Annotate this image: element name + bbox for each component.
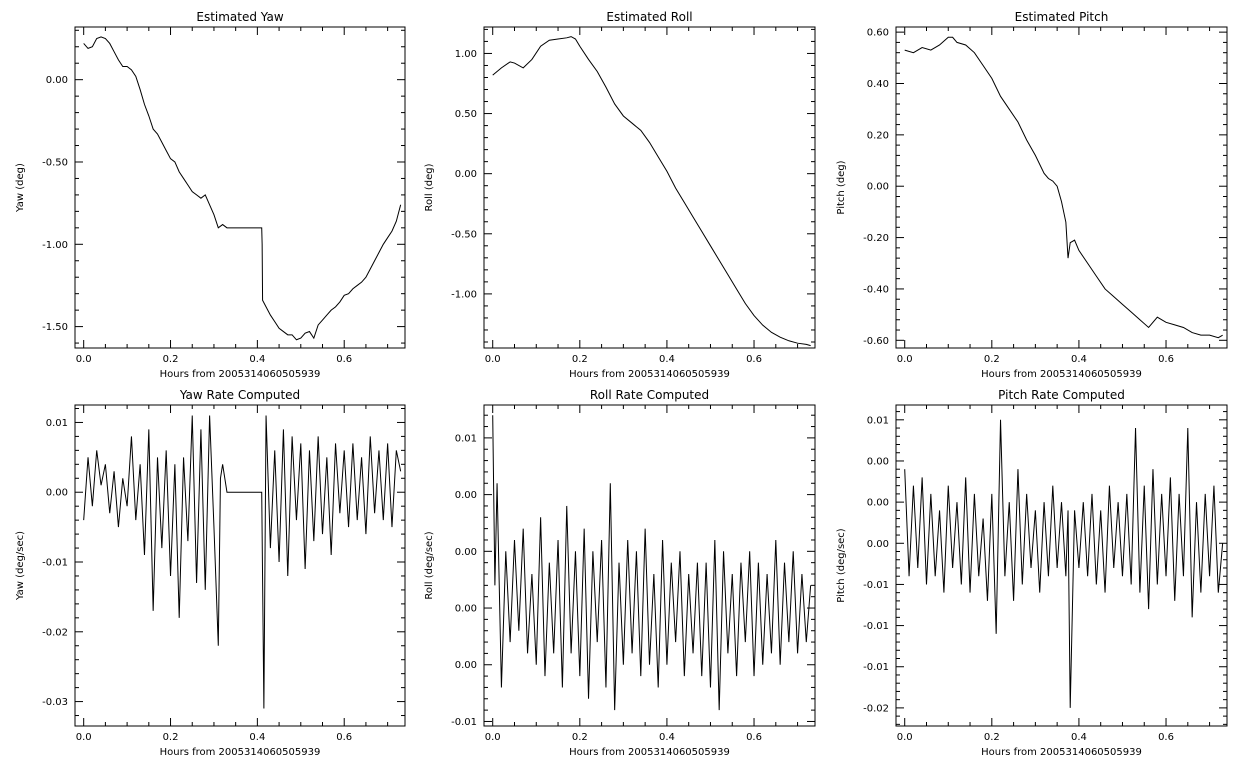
chart-panel-2: Estimated Roll Hours from 200531406050593… — [424, 10, 816, 380]
x-tick-label: 0.2 — [984, 732, 1000, 743]
x-tick-label: 0.6 — [1158, 732, 1174, 743]
chart-panel-3: Estimated Pitch Hours from 20053140605059… — [836, 10, 1228, 380]
y-tick-label: 0.00 — [455, 490, 477, 501]
y-tick-label: 0.01 — [455, 433, 477, 444]
x-tick-label: 0.6 — [336, 732, 352, 743]
y-axis-label: Roll (deg/sec) — [424, 531, 435, 599]
x-tick-label: 0.6 — [746, 732, 762, 743]
chart-title: Estimated Roll — [606, 10, 692, 24]
y-tick-label: -0.01 — [451, 717, 477, 728]
chart-panel-1: Estimated Yaw Hours from 2005314060505939… — [15, 10, 406, 380]
x-tick-label: 0.2 — [572, 354, 588, 365]
x-tick-label: 0.4 — [249, 732, 265, 743]
x-tick-label: 0.0 — [76, 354, 92, 365]
y-tick-label: -0.01 — [42, 558, 68, 569]
y-tick-label: 0.00 — [46, 75, 68, 86]
plot-frame — [895, 404, 1228, 727]
y-tick-label: 0.00 — [455, 547, 477, 558]
x-tick-label: 0.2 — [572, 732, 588, 743]
x-axis-label: Hours from 2005314060505939 — [160, 747, 321, 758]
y-axis-label: Pitch (deg/sec) — [836, 528, 847, 603]
chart-title: Estimated Yaw — [196, 10, 283, 24]
y-tick-label: -0.50 — [451, 229, 477, 240]
chart-title: Roll Rate Computed — [590, 388, 709, 402]
x-tick-label: 0.2 — [984, 354, 1000, 365]
chart-title: Estimated Pitch — [1015, 10, 1109, 24]
y-tick-label: -0.03 — [42, 697, 68, 708]
chart-panel-6: Pitch Rate Computed Hours from 2005314060… — [836, 388, 1228, 758]
y-tick-label: -0.01 — [863, 580, 889, 591]
x-tick-label: 0.4 — [1071, 732, 1087, 743]
x-tick-label: 0.4 — [659, 354, 675, 365]
series-line — [904, 36, 1223, 339]
y-tick-label: 0.00 — [867, 498, 889, 509]
x-tick-label: 0.6 — [746, 354, 762, 365]
y-tick-label: -0.20 — [863, 233, 889, 244]
y-tick-label: 1.00 — [455, 49, 477, 60]
plot-frame — [895, 26, 1228, 349]
x-tick-label: 0.4 — [659, 732, 675, 743]
y-tick-label: -0.02 — [42, 627, 68, 638]
chart-panel-5: Roll Rate Computed Hours from 20053140605… — [424, 388, 816, 758]
y-tick-label: -0.01 — [863, 621, 889, 632]
y-tick-label: 0.60 — [867, 28, 889, 39]
y-tick-label: -0.40 — [863, 284, 889, 295]
plot-frame — [483, 26, 816, 349]
chart-title: Yaw Rate Computed — [179, 388, 300, 402]
plot-frame — [74, 404, 406, 727]
x-tick-label: 0.2 — [163, 732, 179, 743]
y-tick-label: -0.02 — [863, 703, 889, 714]
y-tick-label: 0.00 — [455, 660, 477, 671]
x-axis-label: Hours from 2005314060505939 — [160, 369, 321, 380]
x-tick-label: 0.6 — [1158, 354, 1174, 365]
x-tick-label: 0.6 — [336, 354, 352, 365]
x-tick-label: 0.2 — [163, 354, 179, 365]
plot-frame — [483, 404, 816, 727]
y-tick-label: -1.00 — [42, 240, 68, 251]
y-tick-label: -0.01 — [863, 662, 889, 673]
x-axis-label: Hours from 2005314060505939 — [569, 747, 730, 758]
series-line — [492, 415, 812, 711]
y-tick-label: 0.00 — [46, 488, 68, 499]
plot-frame — [74, 26, 406, 349]
y-axis-label: Yaw (deg/sec) — [15, 531, 26, 601]
y-tick-label: -0.50 — [42, 157, 68, 168]
x-tick-label: 0.4 — [249, 354, 265, 365]
chart-title: Pitch Rate Computed — [998, 388, 1125, 402]
y-tick-label: 0.20 — [867, 130, 889, 141]
y-tick-label: 0.00 — [455, 604, 477, 615]
y-tick-label: -1.00 — [451, 289, 477, 300]
y-tick-label: -0.60 — [863, 336, 889, 347]
x-axis-label: Hours from 2005314060505939 — [981, 747, 1142, 758]
y-tick-label: 0.50 — [455, 109, 477, 120]
x-tick-label: 0.4 — [1071, 354, 1087, 365]
x-tick-label: 0.0 — [897, 354, 913, 365]
y-tick-label: -1.50 — [42, 322, 68, 333]
y-tick-label: 0.00 — [455, 169, 477, 180]
x-tick-label: 0.0 — [76, 732, 92, 743]
x-axis-label: Hours from 2005314060505939 — [569, 369, 730, 380]
chart-panel-4: Yaw Rate Computed Hours from 200531406050… — [15, 388, 406, 758]
series-line — [83, 36, 402, 341]
y-tick-label: 0.00 — [867, 456, 889, 467]
x-tick-label: 0.0 — [485, 732, 501, 743]
series-line — [904, 419, 1224, 708]
y-tick-label: 0.00 — [867, 539, 889, 550]
y-tick-label: 0.01 — [867, 415, 889, 426]
y-axis-label: Pitch (deg) — [836, 160, 847, 214]
x-tick-label: 0.0 — [485, 354, 501, 365]
y-axis-label: Yaw (deg) — [15, 163, 26, 213]
y-tick-label: 0.01 — [46, 418, 68, 429]
series-line — [492, 36, 811, 347]
x-tick-label: 0.0 — [897, 732, 913, 743]
y-tick-label: 0.00 — [867, 182, 889, 193]
y-tick-label: 0.40 — [867, 79, 889, 90]
x-axis-label: Hours from 2005314060505939 — [981, 369, 1142, 380]
series-line — [83, 415, 402, 709]
y-axis-label: Roll (deg) — [424, 163, 435, 211]
